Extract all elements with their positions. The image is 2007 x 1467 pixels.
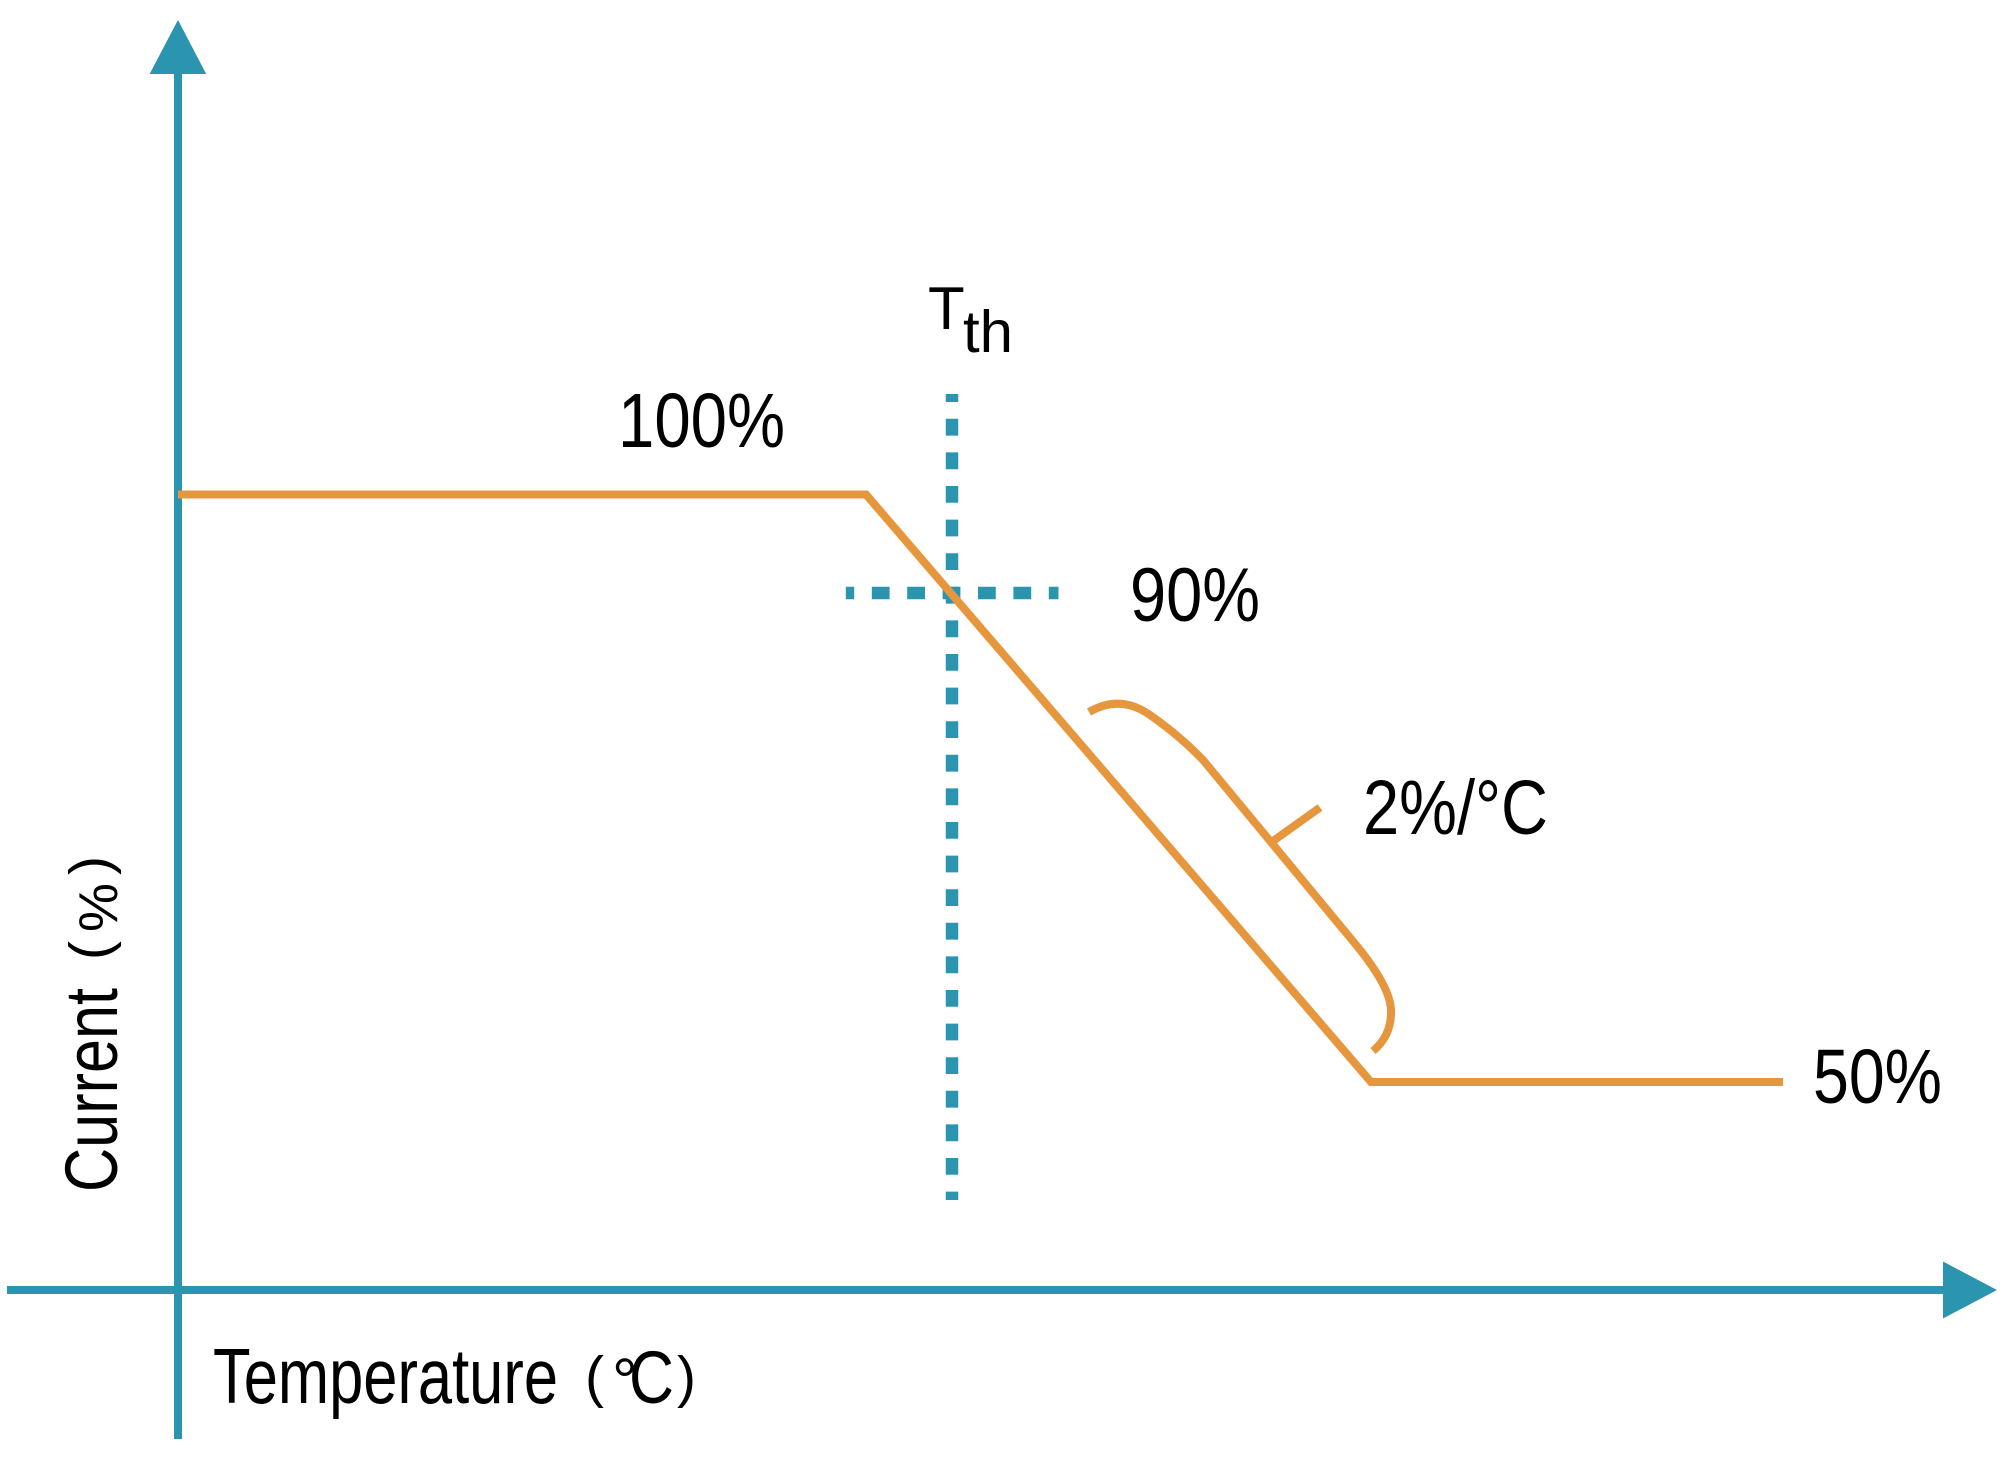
svg-text:2%/°C: 2%/°C (1363, 765, 1548, 851)
svg-text:(: ( (585, 1345, 604, 1409)
svg-text:Temperature: Temperature (213, 1332, 558, 1420)
svg-text:(: ( (58, 941, 122, 960)
svg-text:): ) (677, 1345, 696, 1409)
svg-text:90%: 90% (1130, 553, 1260, 638)
svg-text:50%: 50% (1813, 1034, 1942, 1120)
svg-text:°: ° (612, 1345, 638, 1417)
svg-text:Current: Current (50, 988, 133, 1192)
svg-text:th: th (963, 299, 1013, 365)
svg-text:%: % (67, 883, 129, 932)
svg-text:): ) (58, 856, 122, 875)
svg-text:C: C (629, 1336, 674, 1419)
svg-text:100%: 100% (618, 378, 785, 464)
svg-text:T: T (928, 275, 965, 342)
